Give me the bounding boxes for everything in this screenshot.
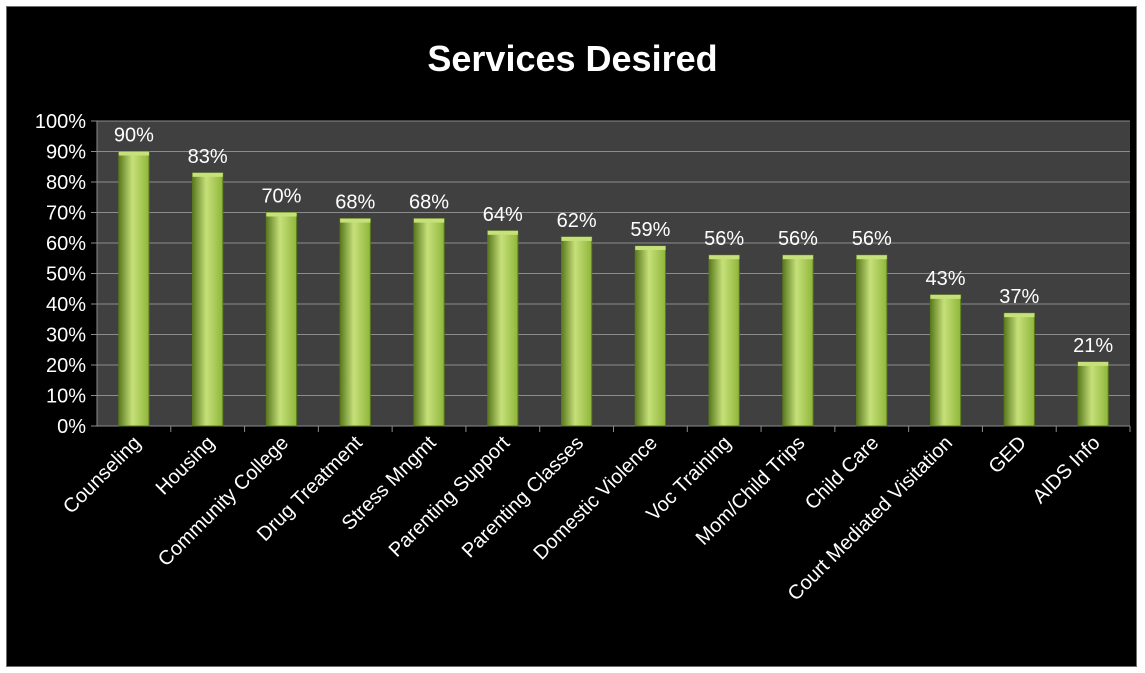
category-label: Domestic Violence — [530, 432, 662, 564]
data-label: 21% — [1073, 335, 1113, 357]
data-label: 56% — [704, 228, 744, 250]
bar-top-highlight — [856, 255, 887, 260]
data-label: 68% — [335, 192, 375, 214]
bar-top-highlight — [782, 255, 814, 260]
category-label: Parenting Classes — [458, 432, 588, 562]
y-tick-label: 40% — [46, 294, 86, 316]
bars — [118, 151, 1109, 427]
bar-top-highlight — [635, 246, 666, 251]
bar-top-highlight — [340, 218, 371, 223]
bar-top-highlight — [118, 151, 150, 156]
data-label: 59% — [630, 219, 670, 241]
bar-child-care — [856, 254, 888, 427]
bar-counseling — [118, 151, 150, 427]
data-label: 70% — [261, 186, 301, 208]
category-label: GED — [985, 432, 1031, 478]
data-label: 83% — [188, 146, 228, 168]
data-label: 62% — [557, 210, 597, 232]
y-tick-label: 80% — [46, 172, 86, 194]
bar-community-college — [265, 212, 298, 427]
bar-top-highlight — [413, 218, 445, 223]
bar-parenting-classes — [560, 236, 593, 427]
bar-top-highlight — [266, 212, 297, 217]
y-tick-label: 20% — [46, 355, 86, 377]
category-label: Housing — [152, 432, 219, 499]
bar-top-highlight — [930, 294, 961, 299]
bar-voc-training — [708, 254, 740, 427]
y-tick-label: 60% — [46, 233, 86, 255]
data-labels: 90% 83% 70% 68% 68% 64% 62% 59% 56% 56% 56% 43% 37% 2… — [114, 125, 1113, 357]
bar-top-highlight — [487, 230, 518, 235]
bar-top-highlight — [709, 255, 740, 260]
category-label: Community College — [154, 432, 293, 571]
category-label: AIDS Info — [1029, 432, 1105, 508]
bar-domestic-violence — [634, 245, 667, 427]
bar-court-mediated-visitation — [929, 294, 962, 427]
category-label: Parenting Support — [385, 432, 515, 562]
y-tick-label: 70% — [46, 203, 86, 225]
bar-aids-info — [1077, 361, 1109, 427]
bar-top-highlight — [561, 236, 592, 241]
y-axis-ticks: 0% 10% 20% 30% 40% 50% 60% 70% 80% 90% 100% — [35, 111, 86, 438]
y-tick-label: 30% — [46, 325, 86, 347]
bar-mom-child-trips — [782, 254, 814, 427]
bar-parenting-support — [487, 230, 519, 427]
bar-housing — [192, 172, 224, 427]
data-label: 56% — [778, 228, 818, 250]
y-tick-label: 10% — [46, 386, 86, 408]
bar-top-highlight — [1077, 361, 1109, 366]
data-label: 64% — [483, 204, 523, 226]
y-tick-label: 90% — [46, 142, 86, 164]
bar-stress-mngmt — [413, 218, 445, 427]
y-tick-label: 100% — [35, 111, 86, 133]
category-label: Counseling — [59, 432, 145, 518]
y-tick-label: 0% — [57, 416, 86, 438]
data-label: 37% — [999, 286, 1039, 308]
data-label: 68% — [409, 192, 449, 214]
bar-top-highlight — [192, 172, 223, 177]
bar-drug-treatment — [339, 218, 371, 427]
data-label: 56% — [852, 228, 892, 250]
bar-ged — [1003, 312, 1035, 427]
y-tick-label: 50% — [46, 264, 86, 286]
chart-title: Services Desired — [427, 38, 718, 79]
bar-top-highlight — [1004, 313, 1035, 318]
data-label: 90% — [114, 125, 154, 147]
data-label: 43% — [926, 268, 966, 290]
